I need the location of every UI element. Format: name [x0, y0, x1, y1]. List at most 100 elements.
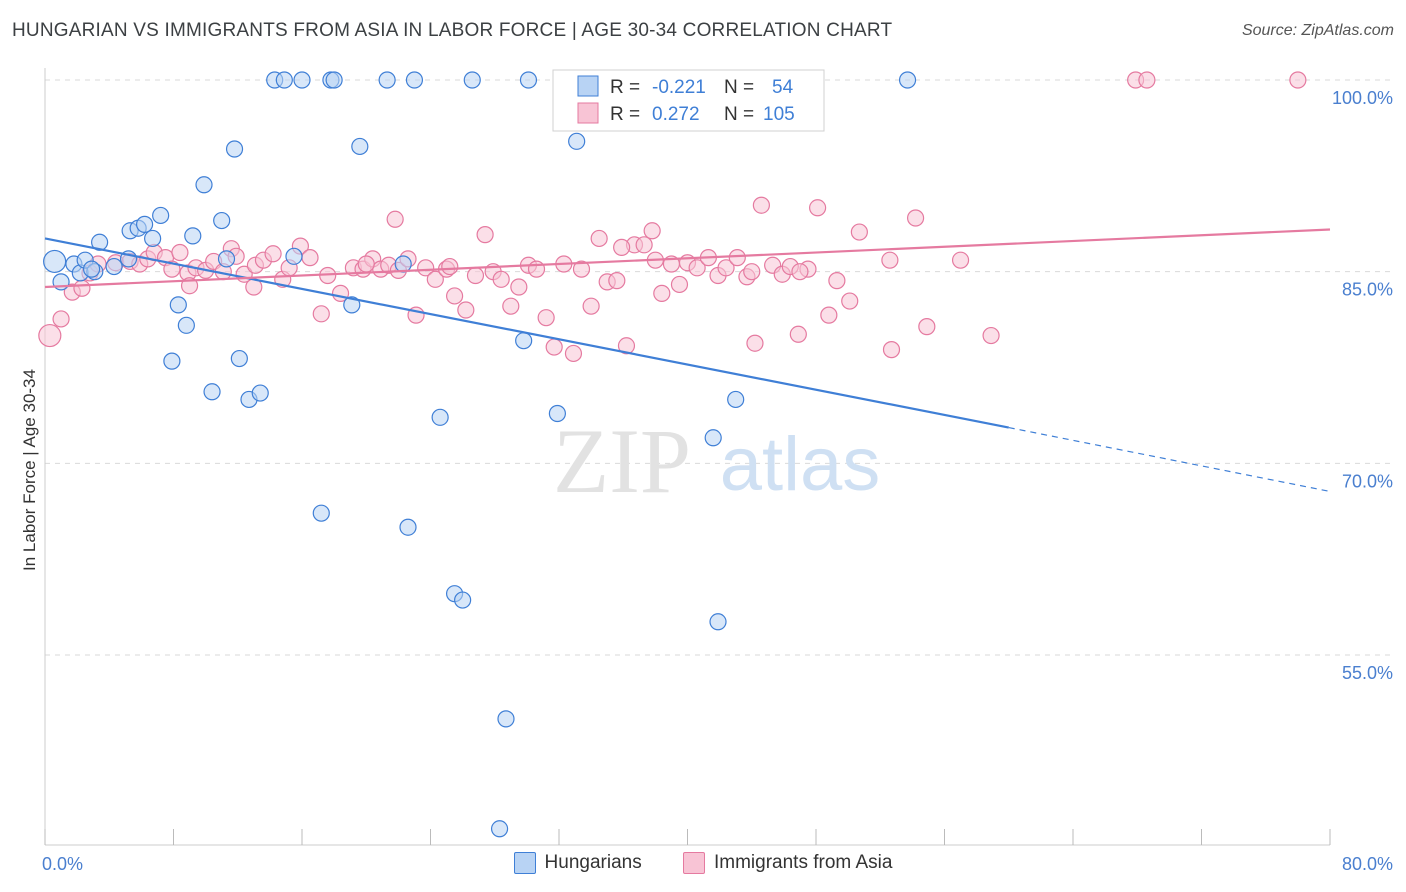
data-point	[490, 820, 509, 838]
data-point	[564, 344, 583, 363]
chart-title: HUNGARIAN VS IMMIGRANTS FROM ASIA IN LAB…	[12, 20, 893, 41]
data-point	[378, 71, 396, 89]
legend-label-immigrants: Immigrants from Asia	[714, 852, 893, 873]
legend-swatch-hungarians	[513, 852, 536, 874]
legend-n-value-pink: 105	[763, 104, 795, 125]
data-point	[441, 257, 459, 276]
y-tick-label: 55.0%	[1342, 663, 1393, 683]
data-point	[809, 199, 827, 217]
legend-r-value-pink: 0.272	[652, 104, 700, 125]
axes	[44, 68, 1331, 846]
data-point	[431, 408, 449, 426]
data-point	[982, 326, 1000, 345]
data-point	[217, 250, 236, 268]
y-tick-label: 100.0%	[1332, 88, 1393, 108]
tick-labels: 55.0% 70.0% 85.0% 100.0% 0.0% 80.0%	[42, 88, 1393, 874]
legend-r-label: R =	[610, 77, 640, 98]
data-point	[717, 259, 735, 277]
data-point	[951, 251, 970, 269]
y-tick-label: 85.0%	[1342, 280, 1393, 300]
data-point	[502, 297, 520, 315]
data-point	[38, 323, 62, 348]
data-point	[791, 263, 809, 281]
data-point	[746, 334, 764, 352]
data-point	[417, 259, 435, 277]
data-point	[515, 332, 533, 350]
legend-n-label: N =	[724, 77, 754, 98]
data-point	[445, 287, 464, 305]
data-point	[171, 243, 189, 262]
data-point	[643, 222, 661, 240]
data-point	[152, 206, 170, 225]
data-point	[105, 257, 123, 276]
data-point	[492, 270, 510, 288]
data-point	[918, 318, 936, 336]
data-point	[789, 325, 807, 343]
data-point	[325, 71, 343, 89]
data-point	[213, 211, 231, 230]
data-point	[230, 349, 248, 368]
source-label: Source: ZipAtlas.com	[1241, 22, 1394, 39]
data-point	[312, 504, 330, 522]
legend-swatch-blue	[577, 75, 599, 97]
data-point	[454, 591, 472, 609]
legend-r-value-blue: -0.221	[652, 77, 706, 98]
data-point	[177, 316, 195, 334]
data-point	[426, 270, 444, 288]
x-tick-label-max: 80.0%	[1342, 854, 1393, 874]
data-point	[898, 71, 917, 89]
legend-label-hungarians: Hungarians	[544, 852, 642, 873]
data-point	[841, 292, 859, 310]
data-point	[743, 263, 761, 281]
data-point	[1138, 71, 1156, 89]
data-point	[225, 140, 244, 158]
series-hungarians	[43, 71, 917, 838]
data-point	[312, 305, 330, 323]
legend-item-hungarians: Hungarians	[513, 852, 642, 874]
data-point	[537, 309, 555, 327]
data-point	[275, 71, 293, 89]
data-point	[688, 259, 706, 277]
data-point	[510, 278, 528, 296]
data-point	[568, 132, 586, 150]
data-point	[727, 390, 745, 409]
data-point	[457, 301, 475, 319]
data-point	[293, 71, 311, 89]
gridlines	[45, 79, 1390, 656]
data-point	[203, 383, 221, 401]
legend-swatch-pink	[577, 102, 599, 124]
data-point	[184, 227, 202, 245]
data-point	[635, 236, 653, 254]
data-point	[728, 249, 746, 267]
data-point	[163, 352, 181, 370]
data-point	[351, 137, 369, 156]
trend-line-immigrants	[44, 228, 1331, 289]
trend-line-hungarians-extension	[1008, 426, 1331, 493]
data-point	[73, 279, 91, 297]
data-point	[386, 210, 404, 228]
data-point	[343, 296, 361, 314]
data-point	[1289, 71, 1307, 89]
x-tick-label-min: 0.0%	[42, 854, 83, 874]
data-point	[906, 209, 925, 227]
data-point	[251, 384, 269, 402]
data-point	[704, 429, 722, 447]
watermark-zip: ZIP	[553, 410, 691, 512]
data-point	[169, 296, 187, 314]
data-point	[828, 272, 846, 290]
data-point	[548, 404, 566, 423]
data-point	[527, 260, 546, 278]
data-point	[135, 215, 154, 233]
legend-r-label: R =	[610, 104, 640, 125]
data-point	[820, 306, 838, 324]
data-point	[52, 310, 70, 328]
data-point	[264, 245, 282, 263]
trend-line-hungarians	[44, 237, 1009, 429]
stats-legend: R = -0.221 N = 54 R = 0.272 N = 105	[552, 69, 825, 132]
data-point	[752, 196, 770, 214]
data-point	[572, 260, 591, 278]
data-point	[519, 71, 538, 89]
data-point	[670, 275, 689, 294]
data-point	[882, 341, 901, 359]
data-point	[394, 255, 412, 273]
